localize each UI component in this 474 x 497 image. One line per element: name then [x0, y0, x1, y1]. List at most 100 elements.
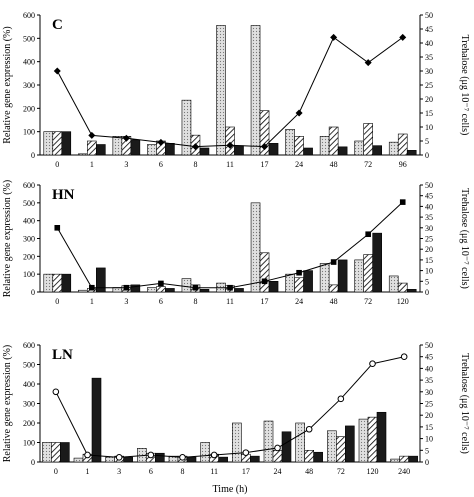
y-tick-label: 100 — [23, 270, 35, 279]
bar-dotted-8 — [181, 99, 192, 156]
bar-dotted-48 — [319, 263, 330, 293]
y-tick-label: 200 — [23, 104, 35, 113]
y-tick-label: 0 — [31, 458, 35, 467]
x-tick-label: 8 — [193, 160, 197, 169]
bar-dotted-1 — [78, 289, 88, 293]
x-tick-label: 72 — [364, 160, 372, 169]
bar-hatched-0 — [52, 273, 63, 293]
bar-black-6 — [165, 288, 175, 293]
bar-dotted-3 — [112, 136, 123, 156]
bar-hatched-11 — [225, 126, 235, 156]
bar-dotted-6 — [147, 287, 157, 293]
trehalose-point — [210, 451, 218, 459]
x-tick-label: 8 — [193, 297, 197, 306]
bar-dotted-0 — [42, 442, 52, 463]
bar-hatched-6 — [156, 286, 166, 293]
bar-black-0 — [61, 131, 72, 156]
bar-dotted-72 — [354, 140, 364, 156]
bar-black-1 — [96, 267, 106, 293]
bar-dotted-72 — [327, 430, 337, 463]
trehalose-point — [122, 134, 130, 142]
bar-hatched-1 — [87, 140, 97, 156]
x-tick-label: 11 — [226, 160, 234, 169]
bar-dotted-72 — [354, 259, 364, 293]
bar-hatched-0 — [51, 442, 61, 463]
bar-hatched-24 — [294, 277, 304, 293]
bar-dotted-48 — [319, 136, 330, 156]
x-tick-label: 240 — [398, 467, 410, 476]
y-right-tick-label: 50 — [425, 341, 433, 350]
trehalose-point — [369, 360, 376, 368]
y-right-tick-label: 25 — [425, 400, 433, 409]
trehalose-point — [400, 353, 408, 361]
y-right-tick-label: 10 — [425, 123, 433, 132]
bar-dotted-120 — [358, 418, 369, 463]
bar-dotted-24 — [285, 273, 295, 293]
panel-label: LN — [52, 347, 73, 363]
bar-dotted-3 — [105, 456, 115, 463]
y-tick-label: 400 — [23, 380, 35, 389]
panel-label: C — [52, 17, 63, 33]
trehalose-point — [158, 280, 164, 287]
bar-black-17 — [250, 455, 260, 463]
bar-black-240 — [408, 455, 418, 463]
y-right-tick-label: 30 — [425, 388, 433, 397]
bar-hatched-48 — [328, 284, 339, 293]
y-right-tick-label: 35 — [425, 213, 433, 222]
bar-black-3 — [123, 456, 133, 463]
x-tick-label: 17 — [242, 467, 250, 476]
bar-dotted-11 — [200, 442, 210, 463]
trehalose-point — [305, 425, 313, 433]
y-right-tick-label: 35 — [425, 376, 433, 385]
panel-ln: 0100200300400500600051015202530354045500… — [2, 341, 470, 495]
trehalose-point — [399, 199, 406, 205]
x-tick-label: 0 — [54, 467, 58, 476]
y-axis-label: Relative gene expression (%) — [2, 345, 13, 462]
y-right-tick-label: 50 — [425, 181, 433, 190]
bar-black-6 — [155, 452, 165, 463]
x-tick-label: 17 — [261, 297, 269, 306]
trehalose-point — [399, 33, 407, 41]
y-right-tick-label: 15 — [425, 109, 433, 118]
trehalose-point — [54, 225, 61, 231]
bar-hatched-0 — [52, 131, 63, 156]
trehalose-point — [295, 109, 303, 117]
x-tick-label: 3 — [124, 297, 128, 306]
bar-black-48 — [337, 259, 348, 293]
bar-black-3 — [130, 139, 141, 156]
bar-black-11 — [234, 288, 244, 293]
panel-label: HN — [52, 187, 75, 203]
trehalose-point — [191, 143, 199, 151]
y-tick-label: 200 — [23, 419, 35, 428]
x-tick-label: 11 — [226, 297, 234, 306]
y-tick-label: 200 — [23, 252, 35, 261]
bar-black-8 — [199, 289, 210, 293]
bar-black-48 — [337, 146, 348, 156]
bar-black-48 — [313, 451, 323, 463]
y-right-tick-label: 0 — [425, 288, 429, 297]
trehalose-point — [330, 33, 338, 41]
x-tick-label: 48 — [330, 297, 338, 306]
trehalose-point — [52, 388, 60, 396]
bar-black-72 — [372, 145, 382, 156]
y-right-tick-label: 45 — [425, 192, 433, 201]
bar-black-17 — [268, 143, 279, 156]
trehalose-point — [261, 143, 269, 151]
x-tick-label: 1 — [86, 467, 90, 476]
bar-dotted-11 — [216, 25, 226, 156]
bar-hatched-120 — [397, 282, 408, 293]
x-tick-label: 11 — [210, 467, 218, 476]
y-right-tick-label: 45 — [425, 353, 433, 362]
y-tick-label: 600 — [23, 341, 35, 350]
bar-hatched-120 — [367, 416, 378, 463]
y-right-tick-label: 30 — [425, 224, 433, 233]
y-right-tick-label: 15 — [425, 256, 433, 265]
y-right-tick-label: 10 — [425, 435, 433, 444]
bar-black-24 — [281, 431, 292, 463]
y-right-tick-label: 25 — [425, 81, 433, 90]
bar-black-0 — [60, 442, 70, 463]
bar-dotted-1 — [73, 457, 84, 463]
bar-dotted-0 — [43, 131, 54, 156]
